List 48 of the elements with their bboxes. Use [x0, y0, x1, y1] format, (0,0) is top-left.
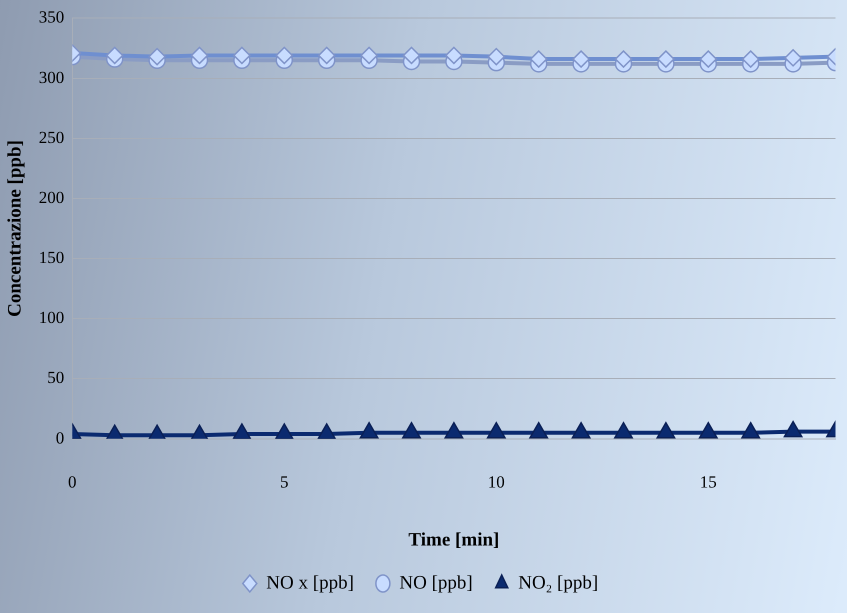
y-tick-label: 350 [38, 8, 64, 27]
point [572, 50, 590, 68]
point [614, 50, 632, 68]
point [360, 46, 378, 64]
point [614, 422, 633, 439]
point [318, 46, 336, 64]
point [657, 50, 675, 68]
point [784, 420, 803, 438]
point [317, 423, 336, 439]
point [486, 422, 506, 439]
point [741, 422, 760, 439]
y-tick-label: 300 [38, 68, 64, 87]
legend-label: NO x [ppb] [266, 572, 354, 594]
point [233, 46, 251, 64]
point [656, 422, 676, 439]
y-axis-title: Concentrazione [ppb] [4, 140, 26, 317]
x-tick-label: 10 [488, 472, 505, 492]
point [742, 50, 760, 68]
point [360, 422, 379, 439]
y-tick-label: 100 [38, 308, 64, 328]
point [444, 422, 464, 439]
point [784, 49, 802, 67]
point [572, 422, 591, 439]
point [488, 48, 506, 66]
point [190, 46, 208, 64]
legend-label: NO [ppb] [399, 572, 473, 594]
y-tick-label: 250 [38, 128, 64, 147]
point [529, 422, 548, 439]
point [402, 46, 420, 64]
point [106, 46, 124, 64]
point [402, 422, 421, 439]
y-tick-label: 50 [47, 368, 64, 388]
x-tick-label: 0 [68, 472, 77, 492]
point [530, 50, 548, 68]
point [274, 423, 294, 439]
point [445, 46, 463, 64]
point [700, 50, 718, 68]
legend-label: NO₂ [ppb] [518, 572, 598, 594]
x-axis-title: Time [min] [408, 530, 500, 551]
point [698, 422, 718, 439]
x-tick-label: 5 [280, 472, 289, 492]
y-tick-label: 200 [38, 188, 64, 207]
point [276, 46, 294, 64]
point [148, 48, 166, 66]
x-tick-label: 15 [700, 472, 717, 492]
point [232, 423, 252, 439]
y-tick-label: 0 [56, 428, 64, 448]
y-tick-label: 150 [38, 248, 64, 268]
